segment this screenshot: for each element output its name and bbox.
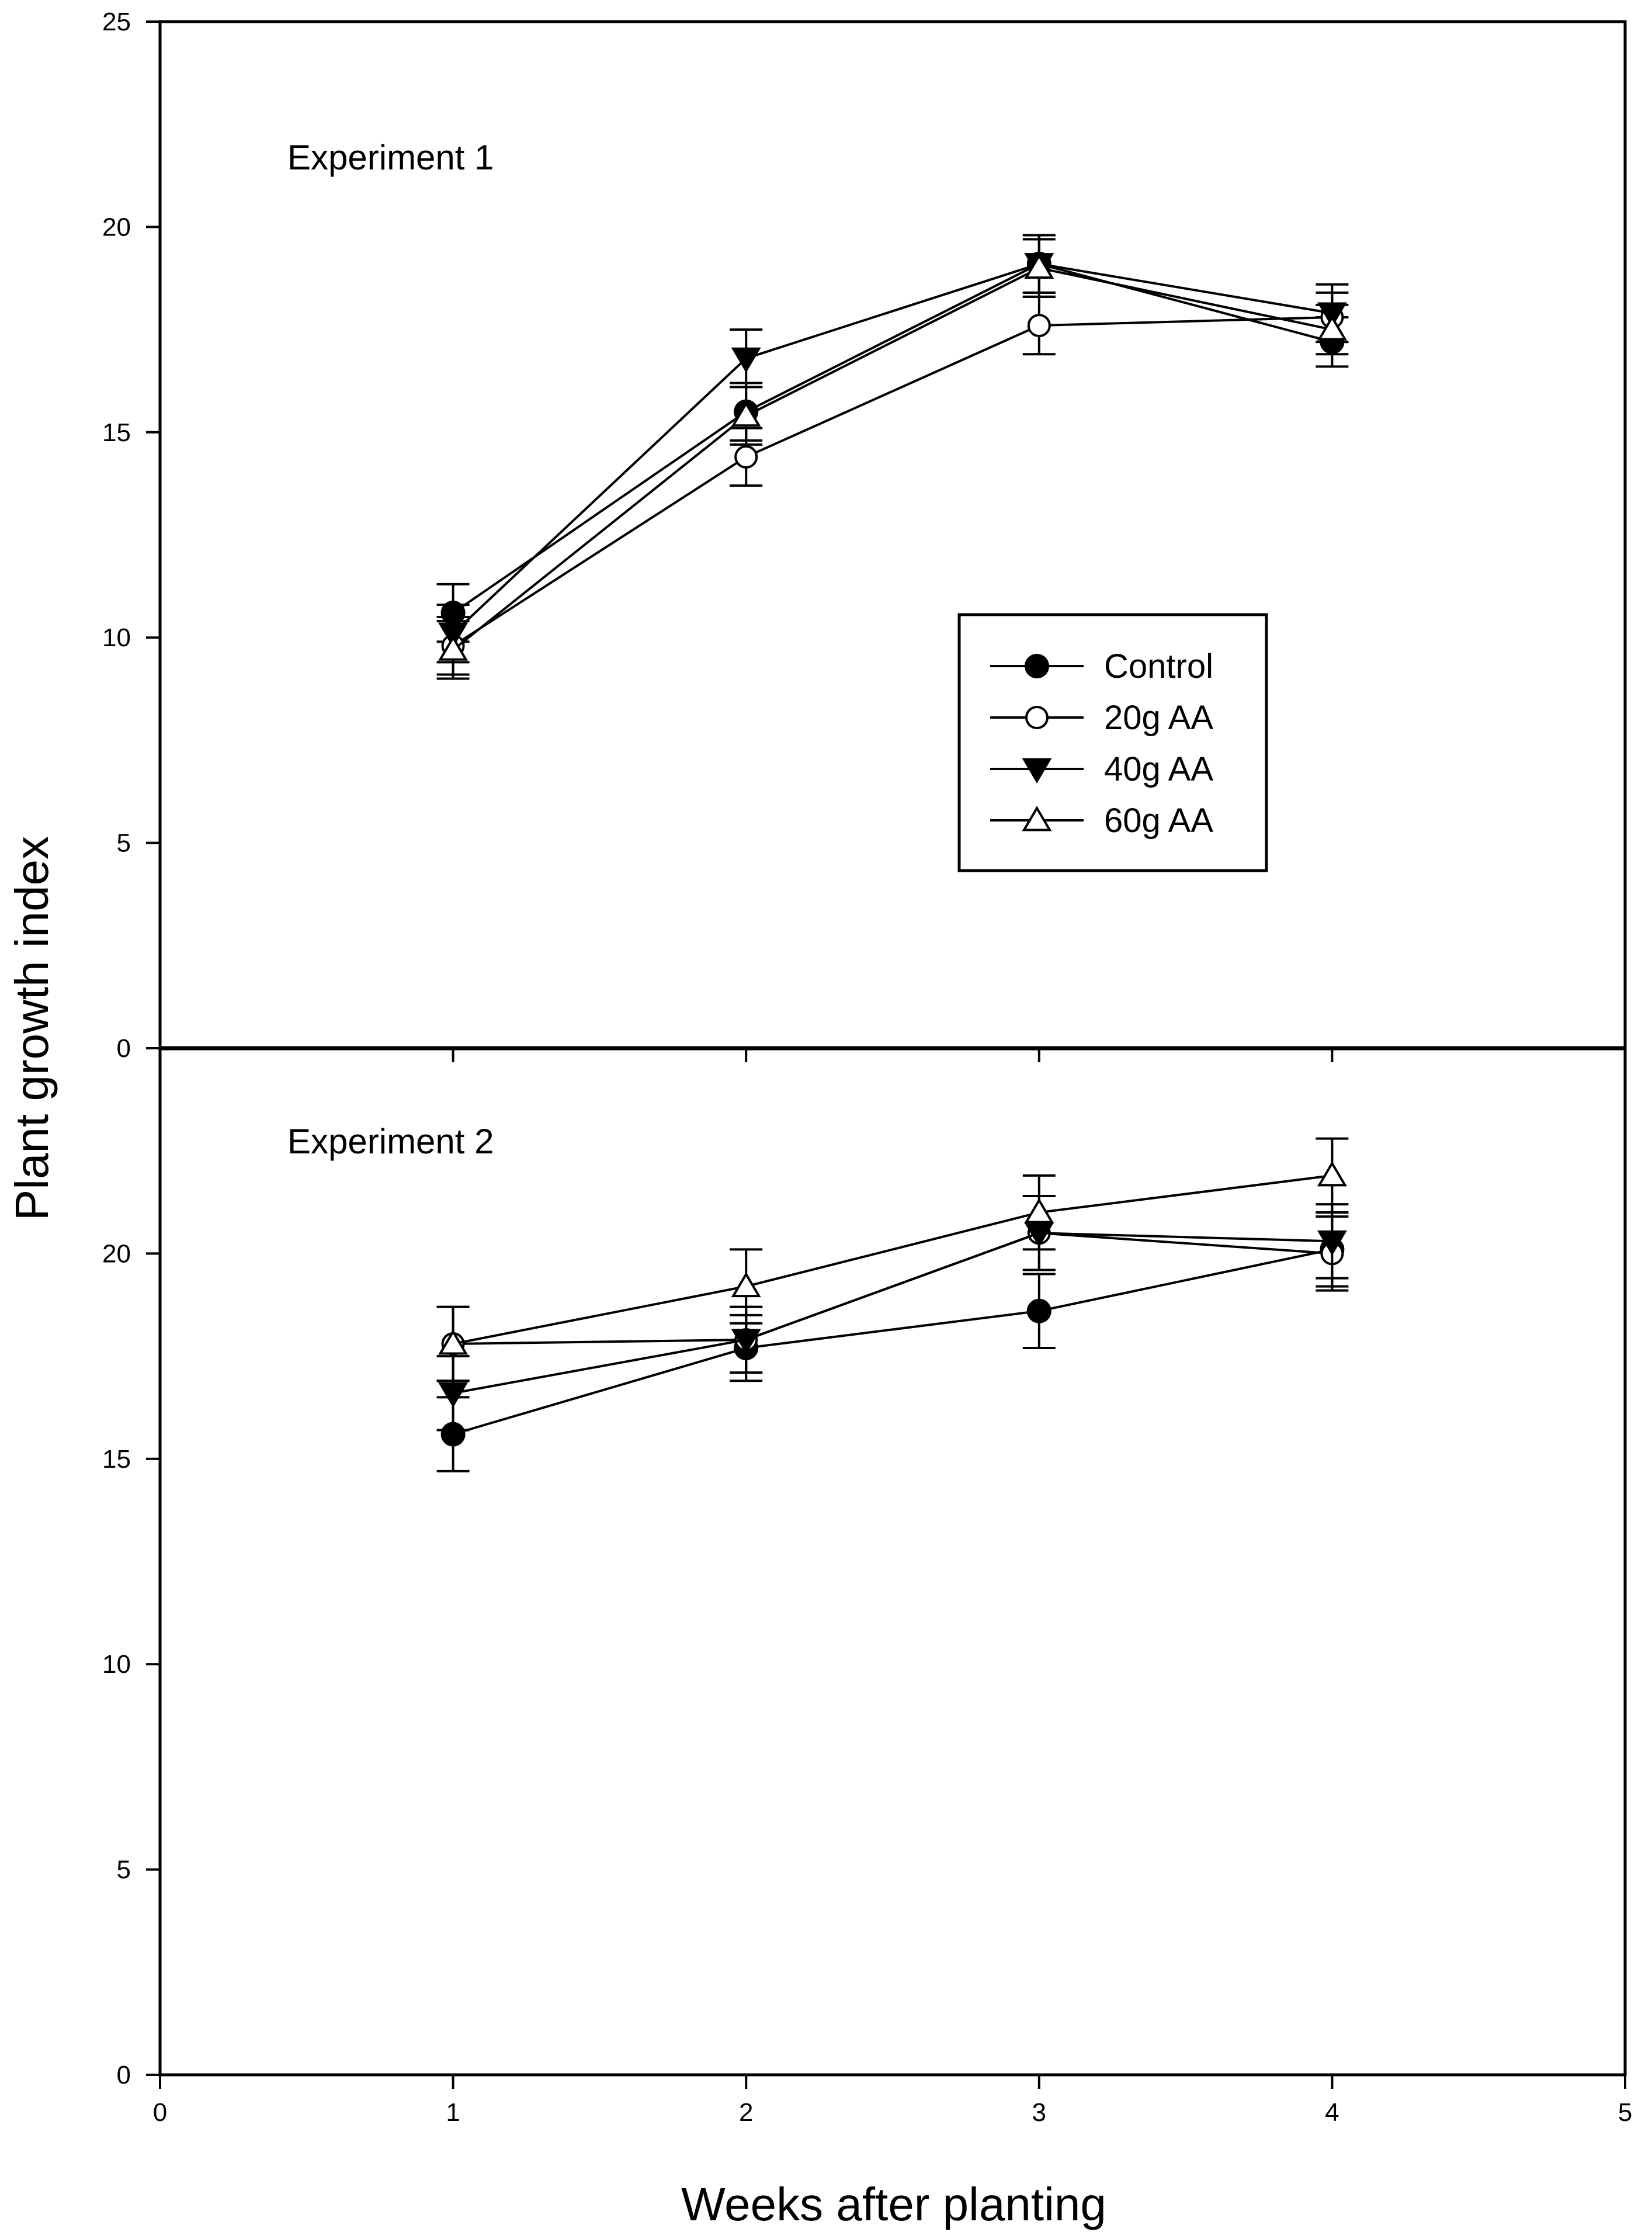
experiment-1-point-20g-aa-2 [734,445,758,469]
experiment-1-y-tick-label-5: 5 [117,829,131,858]
experiment-1-y-tick-label-0: 0 [117,1034,131,1063]
experiment-2-series-line-40g-aa [453,1232,1332,1395]
experiment-2-point-40g-aa-1 [438,1382,468,1408]
x-tick-label-3: 3 [1032,2098,1046,2127]
legend: Control 20g AA 40g AA 60g AA [957,613,1268,872]
experiment-1-point-60g-aa-2 [731,401,761,427]
experiment-1-y-tick-label-10: 10 [102,623,131,652]
experiment-2-y-tick-label-15: 15 [102,1445,131,1474]
legend-label-20g-aa: 20g AA [1104,699,1213,737]
experiment-1-series-line-20g-aa [452,316,1332,647]
series-layer [436,234,1349,1472]
legend-marker-control [1025,654,1049,678]
y-axis-title: Plant growth index [6,836,58,1221]
legend-label-40g-aa: 40g AA [1104,750,1213,788]
panel-label-experiment-1: Experiment 1 [287,138,494,177]
experiment-1-point-60g-aa-4 [1317,315,1347,341]
legend-marker-60g-aa [1022,806,1052,831]
x-tick-label-4: 4 [1325,2098,1339,2127]
legend-box [957,613,1268,872]
experiment-2-y-tick-label-20: 20 [102,1239,131,1268]
legend-marker-40g-aa [1022,758,1052,784]
experiment-2-point-60g-aa-2 [731,1271,761,1298]
experiment-1-series-line-control [452,262,1332,614]
experiment-2-series-line-control [453,1248,1332,1436]
experiment-1-y-tick-label-25: 25 [102,8,131,36]
x-tick-label-1: 1 [446,2098,460,2127]
x-tick-label-0: 0 [153,2098,167,2127]
experiment-2-y-tick-label-10: 10 [102,1650,131,1679]
axes-layer: 0 1 2 3 4 5 0 5 10 15 20 25 0 5 10 15 20 [102,8,1632,2127]
experiment-2-point-60g-aa-4 [1317,1161,1347,1187]
x-tick-label-5: 5 [1618,2098,1632,2127]
experiment-1-point-20g-aa-3 [1027,314,1051,338]
experiment-1-point-40g-aa-2 [731,347,761,373]
panel-label-experiment-2: Experiment 2 [287,1122,494,1161]
experiment-1-point-60g-aa-1 [438,635,468,661]
experiment-1-series-line-60g-aa [452,266,1332,651]
experiment-1-series-line-40g-aa [452,262,1332,635]
experiment-2-y-tick-label-5: 5 [117,1856,131,1884]
legend-marker-20g-aa [1025,706,1049,729]
legend-label-60g-aa: 60g AA [1104,802,1213,840]
experiment-1-point-60g-aa-3 [1024,253,1054,279]
experiment-2-y-tick-label-0: 0 [117,2061,131,2089]
experiment-2-point-control-3 [1026,1298,1051,1323]
experiment-2-point-60g-aa-3 [1024,1198,1054,1224]
legend-items [990,654,1084,831]
experiment-1-y-tick-label-15: 15 [102,418,131,447]
experiment-2-point-60g-aa-1 [438,1329,468,1355]
experiment-1-y-tick-label-20: 20 [102,213,131,241]
experiment-2-point-40g-aa-4 [1317,1230,1347,1256]
experiment-2-series-line-60g-aa [453,1174,1332,1345]
x-axis-title: Weeks after planting [681,2178,1106,2230]
experiment-2-point-40g-aa-2 [731,1329,761,1354]
legend-label-control: Control [1104,647,1213,685]
x-tick-label-2: 2 [739,2098,753,2127]
